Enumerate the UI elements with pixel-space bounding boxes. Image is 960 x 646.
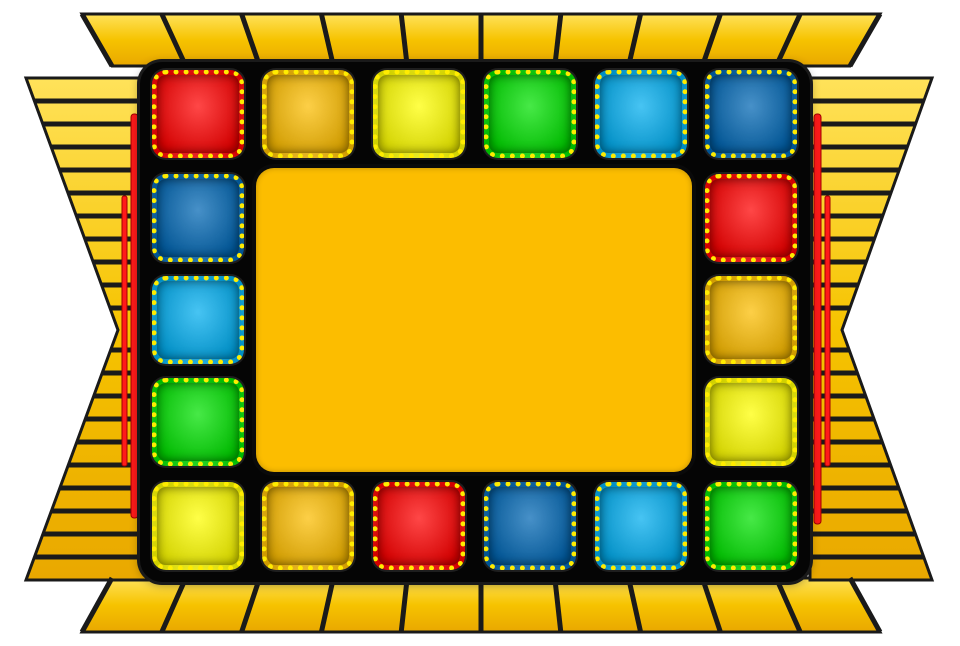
left-side-bar	[130, 113, 139, 519]
bottom-panel-divider	[700, 577, 723, 633]
tile-yellow[interactable]	[373, 70, 465, 158]
bottom-panel-divider	[398, 577, 410, 633]
top-panel-divider	[552, 13, 564, 67]
game-board	[140, 62, 810, 582]
tile-blue[interactable]	[705, 70, 797, 158]
tile-green[interactable]	[484, 70, 576, 158]
bottom-panel-divider	[626, 577, 644, 633]
tile-green[interactable]	[705, 482, 797, 570]
top-panel-divider	[626, 13, 644, 67]
tile-orange[interactable]	[705, 276, 797, 364]
top-panel-divider	[773, 12, 803, 68]
bottom-panel-divider	[79, 576, 115, 634]
top-panel-divider	[239, 13, 262, 67]
tile-blue[interactable]	[484, 482, 576, 570]
left-side-bar-inner	[121, 195, 128, 467]
left-light-panel	[23, 76, 152, 582]
bottom-panel-divider	[847, 576, 883, 634]
tile-green[interactable]	[152, 378, 244, 466]
tile-orange[interactable]	[262, 70, 354, 158]
tile-red[interactable]	[373, 482, 465, 570]
bottom-panel-divider	[239, 577, 262, 633]
top-panel-divider	[159, 12, 189, 68]
tile-cyan[interactable]	[595, 70, 687, 158]
tile-cyan[interactable]	[595, 482, 687, 570]
top-panel-divider	[79, 12, 115, 68]
tile-red[interactable]	[705, 174, 797, 262]
tile-blue[interactable]	[152, 174, 244, 262]
center-screen	[256, 168, 692, 472]
top-panel-divider	[318, 13, 336, 67]
bottom-panel-divider	[318, 577, 336, 633]
bottom-panel-divider	[159, 576, 189, 634]
top-panel-divider	[700, 13, 723, 67]
bottom-panel-divider	[773, 576, 803, 634]
tile-yellow[interactable]	[152, 482, 244, 570]
right-side-bar-inner	[824, 195, 831, 467]
right-side-bar	[813, 113, 822, 525]
tile-yellow[interactable]	[705, 378, 797, 466]
right-light-panel	[808, 76, 935, 582]
tile-red[interactable]	[152, 70, 244, 158]
top-panel-divider	[847, 12, 883, 68]
tile-cyan[interactable]	[152, 276, 244, 364]
tile-orange[interactable]	[262, 482, 354, 570]
bottom-panel-divider	[552, 577, 564, 633]
top-panel-divider	[398, 13, 410, 67]
